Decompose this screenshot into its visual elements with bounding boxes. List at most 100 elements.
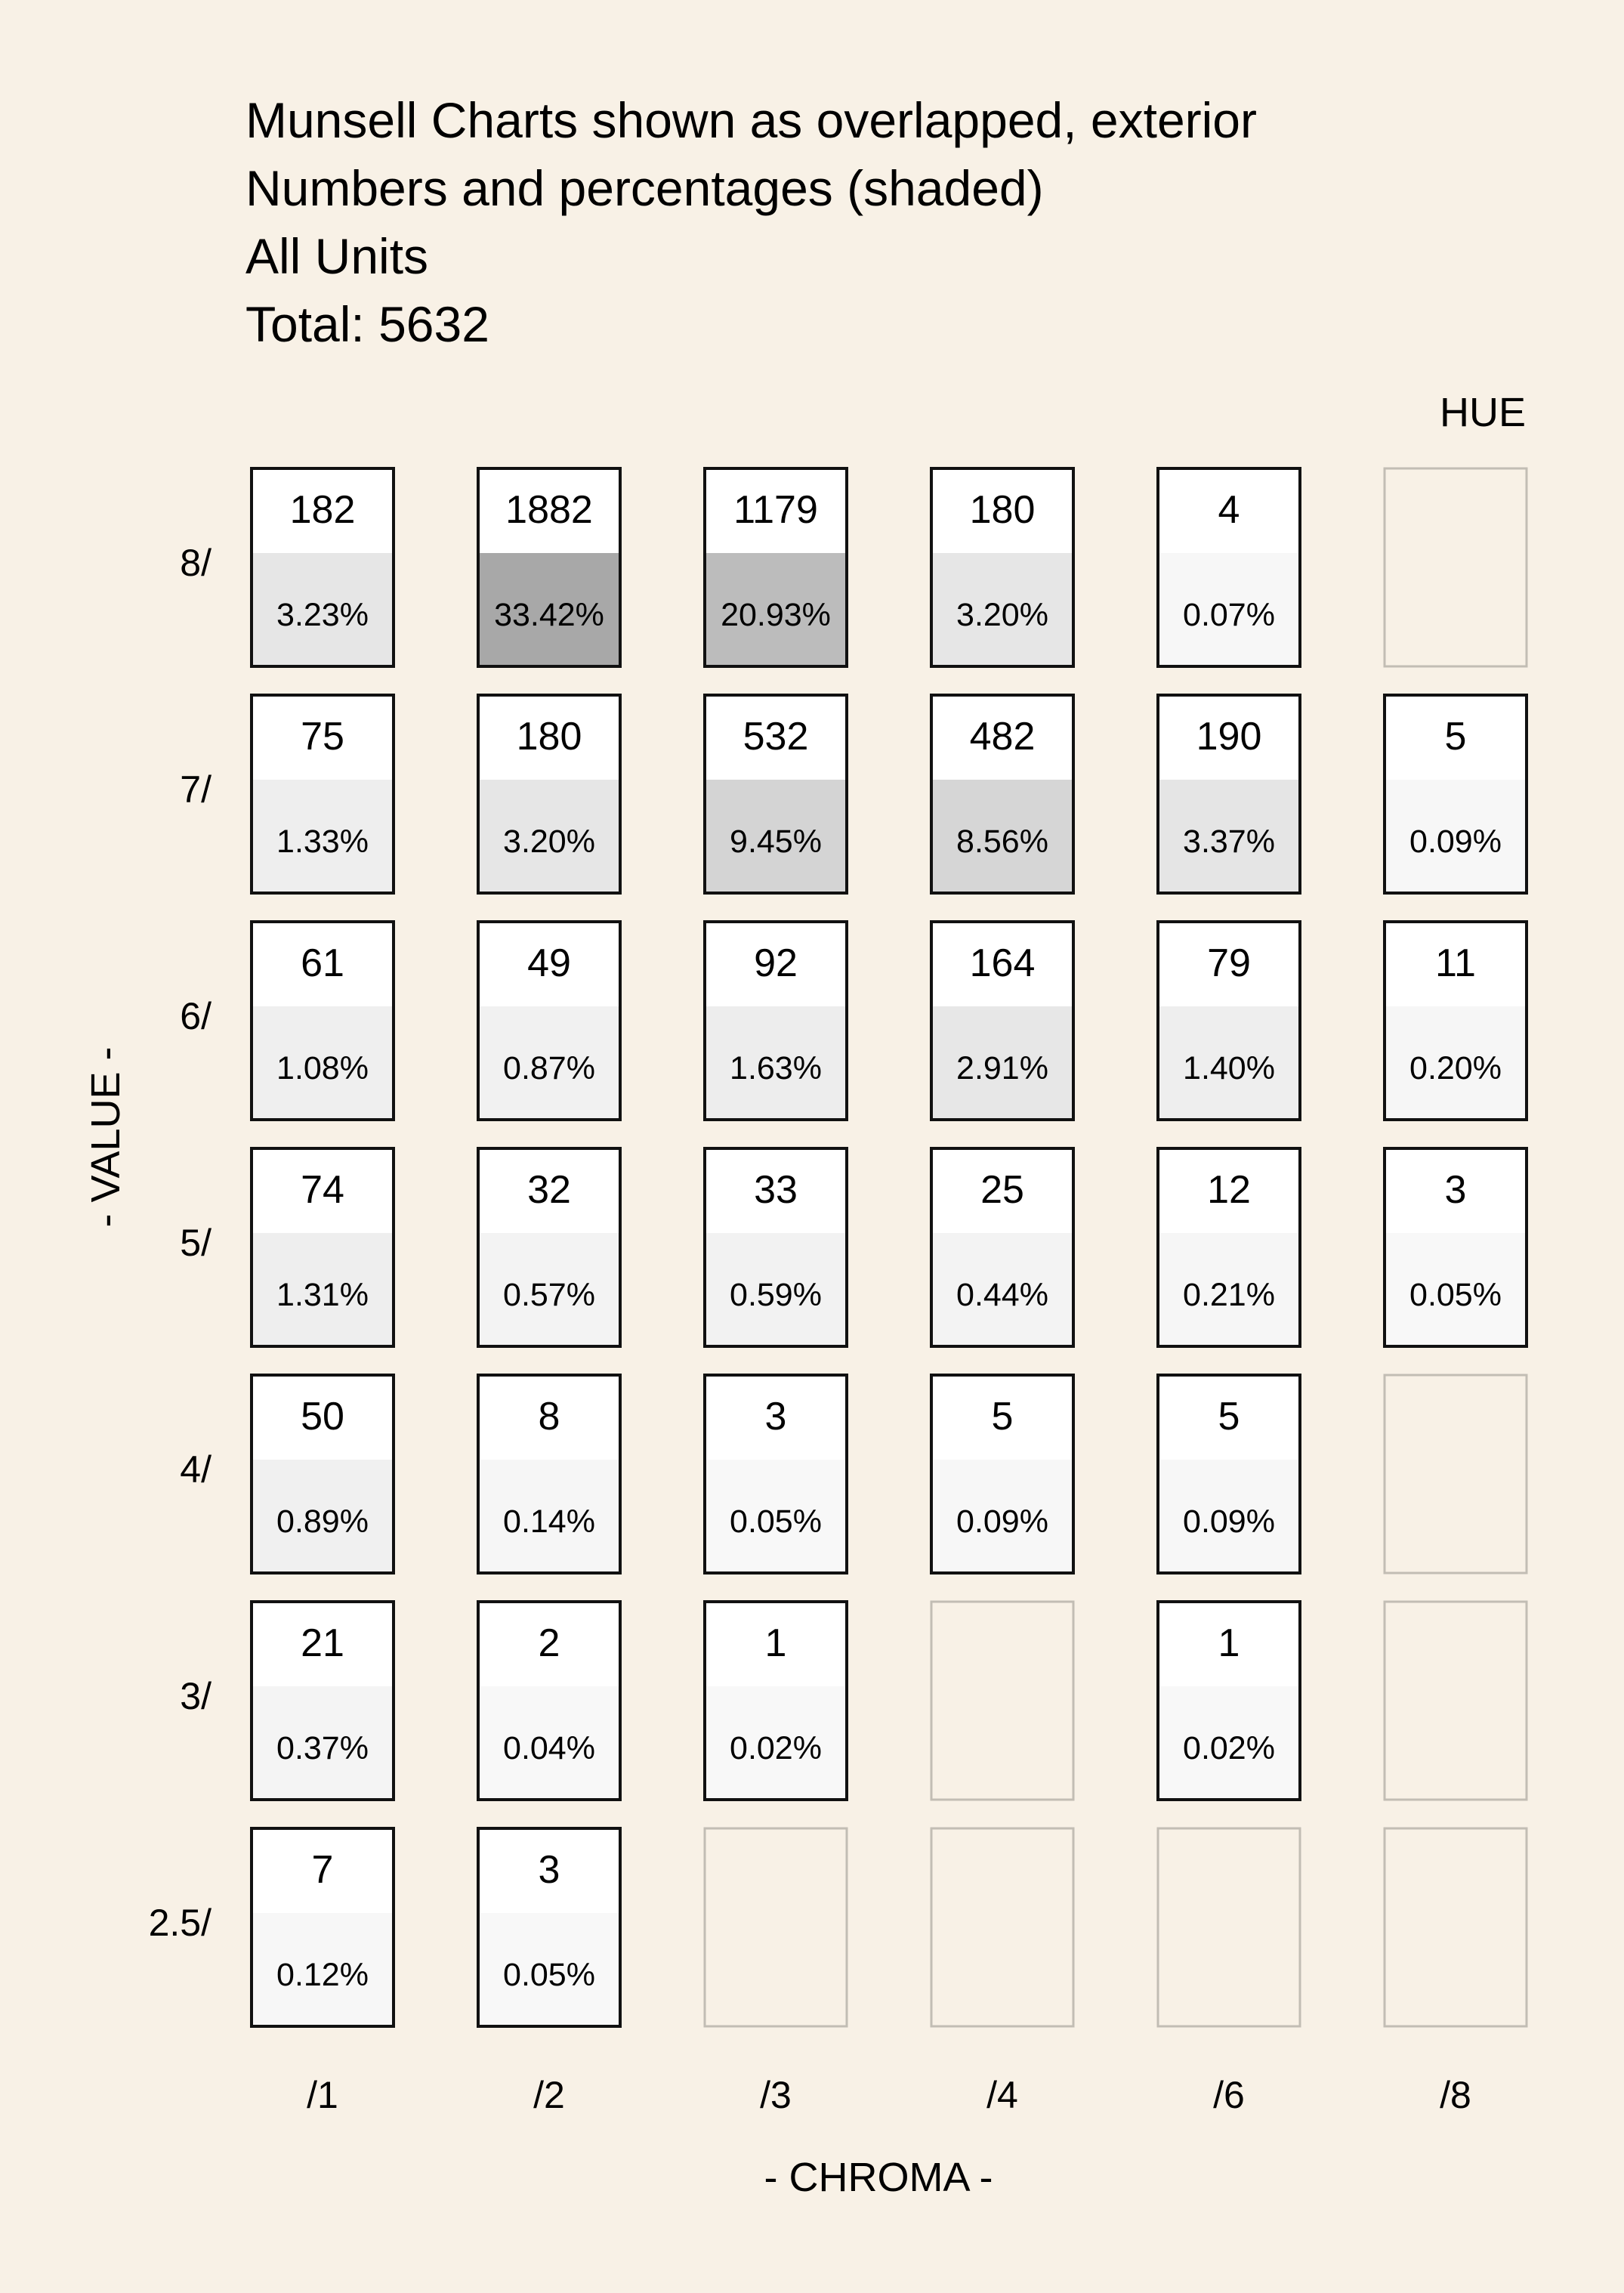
munsell-cell: 8 0.14% (477, 1374, 622, 1575)
cell-border (930, 920, 1075, 1121)
cell-shade (252, 1460, 394, 1573)
cell-border (250, 694, 395, 895)
cell-border (477, 1147, 622, 1348)
cell-count: 180 (970, 488, 1036, 532)
cell-count: 482 (970, 715, 1036, 759)
munsell-cell: 61 1.08% (250, 920, 395, 1121)
munsell-cell: 5 0.09% (930, 1374, 1075, 1575)
cell-percentage: 1.33% (276, 824, 369, 860)
cell-percentage: 1.40% (1183, 1050, 1275, 1086)
chroma-tick-label: /4 (986, 2074, 1018, 2116)
cell-border (703, 1374, 848, 1575)
munsell-cell: 7 0.12% (250, 1827, 395, 2028)
cell-percentage: 3.20% (503, 824, 595, 860)
cell-border (1383, 1147, 1528, 1348)
cell-percentage: 0.05% (1409, 1277, 1502, 1313)
cell-shade (1385, 780, 1527, 893)
munsell-cell: 5 0.09% (1383, 694, 1528, 895)
cell-percentage: 2.91% (956, 1050, 1048, 1086)
value-tick-label: 5/ (180, 1222, 211, 1264)
cell-shade (705, 780, 847, 893)
cell-shade (252, 1006, 394, 1120)
cell-border (477, 694, 622, 895)
cell-border (250, 920, 395, 1121)
cell-shade (705, 1006, 847, 1120)
cell-count: 8 (539, 1395, 560, 1439)
cell-shade (1385, 1006, 1527, 1120)
cell-shade (1158, 553, 1300, 666)
empty-cell (1383, 1600, 1528, 1801)
cell-shade (1158, 1460, 1300, 1573)
cell-count: 50 (301, 1395, 344, 1439)
cell-grid: /1/2/3/4/6/88/1823.23%188233.42%117920.9… (149, 467, 1528, 2116)
cell-percentage: 0.09% (1183, 1503, 1275, 1540)
cell-shade (252, 780, 394, 893)
cell-shade (705, 553, 847, 666)
value-tick-label: 7/ (180, 768, 211, 811)
cell-shade (478, 1233, 620, 1346)
chart-title: Munsell Charts shown as overlapped, exte… (245, 92, 1257, 352)
munsell-cell: 75 1.33% (250, 694, 395, 895)
cell-percentage: 9.45% (730, 824, 822, 860)
cell-percentage: 0.21% (1183, 1277, 1275, 1313)
cell-border (250, 1600, 395, 1801)
cell-percentage: 0.09% (1409, 824, 1502, 860)
cell-border (250, 1147, 395, 1348)
cell-shade (252, 553, 394, 666)
cell-percentage: 0.02% (730, 1730, 822, 1766)
cell-shade (252, 1913, 394, 2026)
cell-percentage: 0.20% (1409, 1050, 1502, 1086)
value-tick-label: 8/ (180, 542, 211, 584)
cell-count: 75 (301, 715, 344, 759)
cell-border (1156, 467, 1301, 668)
cell-percentage: 0.05% (503, 1957, 595, 1993)
cell-count: 2 (539, 1621, 560, 1665)
cell-border (703, 1147, 848, 1348)
cell-percentage: 0.14% (503, 1503, 595, 1540)
cell-shade (252, 1233, 394, 1346)
cell-shade (1385, 1233, 1527, 1346)
munsell-cell: 3 0.05% (703, 1374, 848, 1575)
munsell-cell: 180 3.20% (477, 694, 622, 895)
cell-border (703, 1600, 848, 1801)
cell-border (1156, 1147, 1301, 1348)
cell-count: 32 (527, 1168, 571, 1212)
cell-percentage: 0.89% (276, 1503, 369, 1540)
chroma-tick-label: /6 (1213, 2074, 1245, 2116)
cell-percentage: 0.02% (1183, 1730, 1275, 1766)
chroma-tick-label: /8 (1440, 2074, 1471, 2116)
value-tick-label: 3/ (180, 1675, 211, 1717)
munsell-cell: 482 8.56% (930, 694, 1075, 895)
cell-shade (1158, 780, 1300, 893)
cell-count: 532 (743, 715, 809, 759)
value-tick-label: 4/ (180, 1448, 211, 1491)
cell-count: 7 (312, 1848, 334, 1892)
cell-shade (705, 1233, 847, 1346)
hue-label: HUE (1440, 390, 1526, 435)
cell-border (703, 920, 848, 1121)
cell-shade (931, 1460, 1073, 1573)
munsell-cell: 1882 33.42% (477, 467, 622, 668)
cell-border (477, 1827, 622, 2028)
cell-percentage: 0.12% (276, 1957, 369, 1993)
cell-percentage: 3.23% (276, 597, 369, 633)
cell-percentage: 0.44% (956, 1277, 1048, 1313)
cell-count: 180 (517, 715, 582, 759)
munsell-cell: 190 3.37% (1156, 694, 1301, 895)
empty-cell (1156, 1827, 1301, 2028)
cell-shade (1158, 1233, 1300, 1346)
cell-count: 182 (290, 488, 356, 532)
cell-border (250, 1374, 395, 1575)
cell-border (703, 467, 848, 668)
cell-count: 1179 (733, 488, 818, 532)
cell-count: 3 (539, 1848, 560, 1892)
cell-count: 5 (992, 1395, 1014, 1439)
cell-percentage: 3.20% (956, 597, 1048, 633)
cell-shade (931, 553, 1073, 666)
cell-shade (478, 553, 620, 666)
cell-shade (931, 780, 1073, 893)
cell-shade (705, 1686, 847, 1800)
cell-border (703, 694, 848, 895)
value-tick-label: 6/ (180, 995, 211, 1037)
cell-count: 79 (1207, 941, 1251, 985)
